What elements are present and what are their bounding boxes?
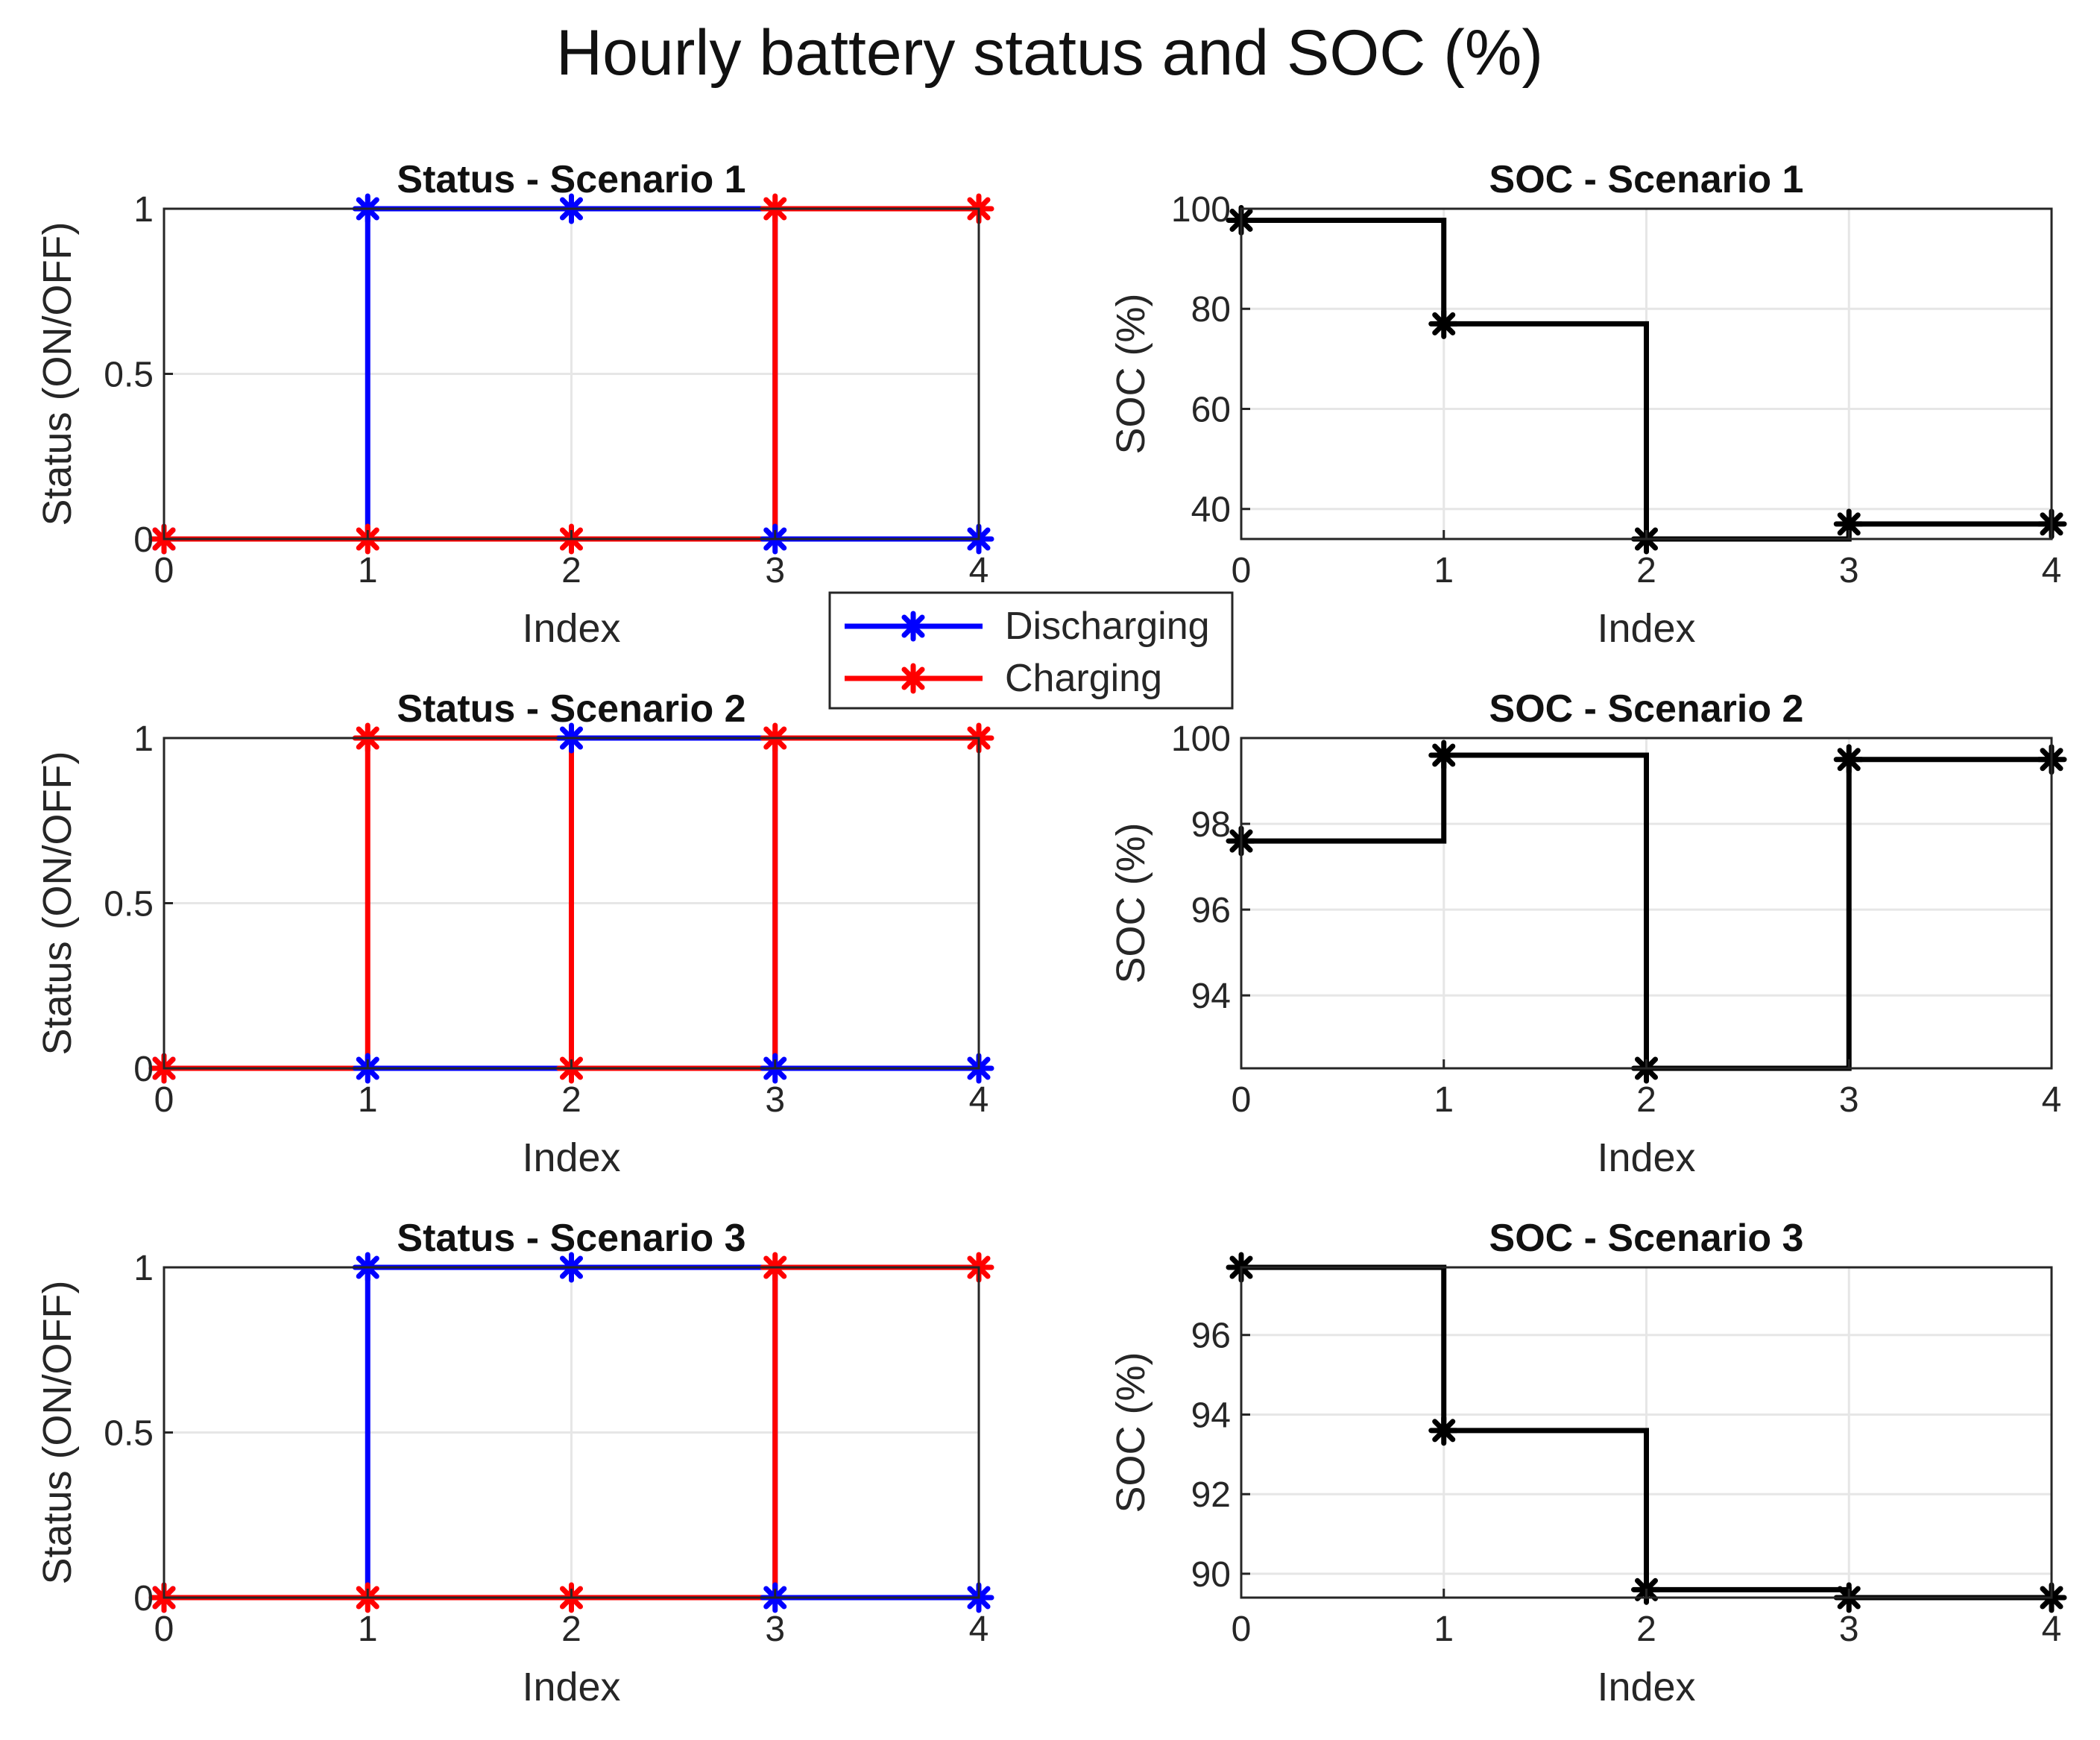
y-axis-label: SOC (%) — [1109, 1352, 1153, 1513]
y-tick-label: 96 — [1191, 1317, 1231, 1356]
legend-label: Discharging — [1005, 605, 1210, 648]
x-axis-label: Index — [1597, 1665, 1695, 1709]
y-axis-label: Status (ON/OFF) — [35, 1280, 80, 1584]
x-tick-label: 2 — [1636, 1080, 1656, 1120]
x-tick-label: 1 — [358, 551, 378, 590]
x-tick-label: 0 — [1232, 1080, 1252, 1120]
data-point-soc-3 — [1833, 744, 1864, 775]
data-point-soc-1 — [1428, 308, 1460, 339]
y-tick-label: 60 — [1191, 390, 1231, 429]
x-tick-label: 1 — [358, 1610, 378, 1649]
subplot-title: SOC - Scenario 1 — [1489, 158, 1804, 201]
legend-entry-discharging: Discharging — [845, 605, 1210, 648]
data-point-soc-3 — [1833, 508, 1864, 540]
subplot-status-2: 0 1 2 3 4 0 0.5 1 Index Status (ON/OFF) Status - S… — [35, 687, 994, 1180]
y-tick-label: 40 — [1191, 491, 1231, 530]
subplot-title: Status - Scenario 2 — [397, 687, 745, 731]
y-tick-label: 0.5 — [104, 1414, 154, 1454]
x-tick-label: 3 — [765, 551, 785, 590]
x-tick-label: 0 — [154, 1610, 174, 1649]
x-tick-label: 2 — [561, 1610, 581, 1649]
x-tick-label: 4 — [969, 1080, 989, 1120]
subplot-soc-2: 0 1 2 3 4 94 96 98 100 Index SOC (%) SOC - Scenario… — [1109, 687, 2067, 1180]
y-tick-label: 0 — [133, 1050, 154, 1089]
y-tick-label: 0.5 — [104, 356, 154, 395]
y-tick-label: 1 — [133, 1249, 154, 1288]
x-tick-label: 0 — [154, 551, 174, 590]
y-tick-label: 100 — [1171, 719, 1231, 759]
x-tick-label: 0 — [154, 1080, 174, 1120]
x-axis-label: Index — [522, 1135, 620, 1180]
subplot-status-3: 0 1 2 3 4 0 0.5 1 Index Status (ON/OFF) Status - S… — [35, 1217, 994, 1709]
x-tick-label: 4 — [969, 1610, 989, 1649]
subplot-soc-1: 0 1 2 3 4 40 60 80 100 Index SOC (%) SOC - Scenario… — [1109, 158, 2067, 651]
x-tick-label: 0 — [1232, 551, 1252, 590]
legend-entry-charging: Charging — [845, 657, 1162, 700]
legend-box — [828, 591, 1234, 710]
x-tick-label: 1 — [1434, 551, 1454, 590]
x-tick-label: 3 — [1839, 1610, 1859, 1649]
subplot-soc-3: 0 1 2 3 4 90 92 94 96 Index SOC (%) SOC - Scenario … — [1109, 1217, 2067, 1709]
x-tick-label: 3 — [765, 1080, 785, 1120]
x-tick-label: 3 — [765, 1610, 785, 1649]
x-tick-label: 3 — [1839, 551, 1859, 590]
series-line-soc — [1241, 752, 2052, 1071]
series-line-charging — [164, 735, 979, 1071]
x-axis-label: Index — [522, 1665, 620, 1709]
x-tick-label: 2 — [561, 1080, 581, 1120]
legend-marker-charging — [898, 663, 929, 694]
y-tick-label: 0 — [133, 1579, 154, 1618]
y-tick-label: 90 — [1191, 1555, 1231, 1595]
x-tick-label: 2 — [1636, 551, 1656, 590]
y-tick-label: 0 — [133, 520, 154, 560]
data-point-soc-1 — [1428, 1415, 1460, 1446]
y-tick-label: 94 — [1191, 977, 1231, 1016]
subplot-title: SOC - Scenario 3 — [1489, 1217, 1804, 1260]
legend: Discharging Charging — [828, 591, 1234, 710]
x-tick-label: 4 — [2042, 551, 2062, 590]
y-tick-label: 1 — [133, 719, 154, 759]
x-tick-label: 1 — [1434, 1080, 1454, 1120]
x-tick-label: 3 — [1839, 1080, 1859, 1120]
y-axis-label: SOC (%) — [1109, 294, 1153, 455]
x-tick-label: 0 — [1232, 1610, 1252, 1649]
figure-title: Hourly battery status and SOC (%) — [556, 17, 1543, 89]
x-axis-label: Index — [522, 606, 620, 651]
subplot-title: Status - Scenario 3 — [397, 1217, 745, 1260]
y-tick-label: 80 — [1191, 290, 1231, 330]
y-tick-label: 98 — [1191, 805, 1231, 845]
subplot-status-1: 0 1 2 3 4 0 0.5 1 Index Status (ON/OFF) Status - S… — [35, 158, 994, 651]
x-axis-label: Index — [1597, 1135, 1695, 1180]
legend-marker-discharging — [898, 611, 929, 642]
subplot-title: SOC - Scenario 2 — [1489, 687, 1804, 731]
x-axis-label: Index — [1597, 606, 1695, 651]
y-tick-label: 0.5 — [104, 885, 154, 924]
data-point-soc-1 — [1428, 740, 1460, 771]
y-tick-label: 100 — [1171, 190, 1231, 230]
y-axis-label: Status (ON/OFF) — [35, 221, 80, 526]
y-tick-label: 1 — [133, 190, 154, 230]
y-axis-label: SOC (%) — [1109, 823, 1153, 984]
x-tick-label: 4 — [969, 551, 989, 590]
y-axis-label: Status (ON/OFF) — [35, 751, 80, 1055]
x-tick-label: 4 — [2042, 1080, 2062, 1120]
y-tick-label: 94 — [1191, 1396, 1231, 1435]
x-tick-label: 2 — [561, 551, 581, 590]
y-tick-label: 92 — [1191, 1475, 1231, 1515]
x-tick-label: 2 — [1636, 1610, 1656, 1649]
x-tick-label: 4 — [2042, 1610, 2062, 1649]
legend-label: Charging — [1005, 657, 1162, 700]
x-tick-label: 1 — [1434, 1610, 1454, 1649]
y-tick-label: 96 — [1191, 891, 1231, 930]
x-tick-label: 1 — [358, 1080, 378, 1120]
subplot-title: Status - Scenario 1 — [397, 158, 745, 201]
